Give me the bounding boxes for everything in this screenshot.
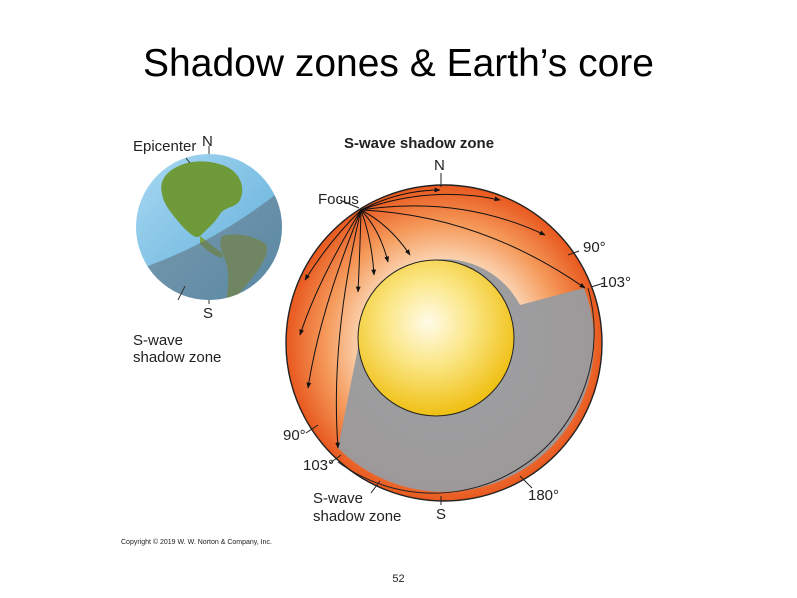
ray bbox=[360, 209, 586, 289]
earth-outline bbox=[285, 184, 603, 502]
ray bbox=[355, 209, 362, 293]
shadow-zone-bracket bbox=[337, 287, 595, 494]
ray bbox=[360, 209, 411, 256]
earth-cross-section bbox=[285, 184, 603, 502]
ray bbox=[304, 209, 362, 281]
main-shadow-label-line1: S-wave bbox=[313, 490, 363, 507]
focus-label: Focus bbox=[318, 191, 359, 208]
ray bbox=[360, 187, 441, 211]
slide-title: Shadow zones & Earth’s core bbox=[143, 42, 654, 85]
s-wave-rays bbox=[299, 187, 586, 449]
small-shadow-label-line2: shadow zone bbox=[133, 349, 221, 366]
main-shadow-label-line2: shadow zone bbox=[313, 508, 401, 525]
small-shadow-label-line1: S-wave bbox=[133, 332, 183, 349]
globe-shadow-zone bbox=[136, 180, 282, 300]
ray bbox=[360, 193, 501, 211]
ray bbox=[335, 209, 362, 449]
right-103-degree-label: 103° bbox=[600, 274, 631, 291]
small-globe-south-label: S bbox=[203, 305, 213, 322]
small-globe bbox=[136, 146, 282, 304]
left-90-degree-label: 90° bbox=[283, 427, 306, 444]
ray bbox=[360, 209, 390, 263]
ray bbox=[360, 209, 377, 276]
label-ticks bbox=[305, 173, 605, 505]
page-number: 52 bbox=[392, 573, 405, 585]
north-america-shape bbox=[161, 161, 243, 238]
main-south-label: S bbox=[436, 506, 446, 523]
ray bbox=[360, 205, 546, 236]
outer-core bbox=[357, 259, 515, 417]
copyright-notice: Copyright © 2019 W. W. Norton & Company,… bbox=[121, 538, 272, 546]
ray bbox=[306, 209, 362, 389]
ray bbox=[299, 209, 362, 336]
bottom-180-degree-label: 180° bbox=[528, 487, 559, 504]
left-103-degree-label: 103° bbox=[303, 457, 334, 474]
main-north-label: N bbox=[434, 157, 445, 174]
small-globe-north-label: N bbox=[202, 133, 213, 150]
right-90-degree-label: 90° bbox=[583, 239, 606, 256]
main-diagram-title: S-wave shadow zone bbox=[344, 135, 494, 152]
epicenter-label: Epicenter bbox=[133, 138, 196, 155]
